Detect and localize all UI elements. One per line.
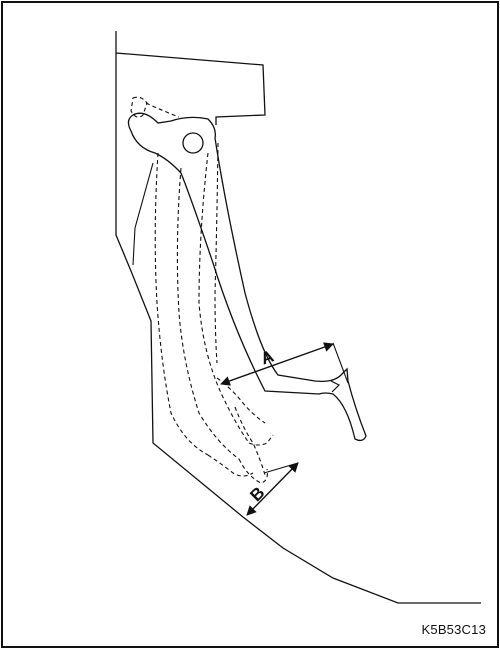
pedal-diagram: A B (115, 31, 481, 604)
dimension-b-extension (263, 462, 299, 474)
bracket-outline (115, 31, 481, 604)
dimension-a-extension (332, 342, 349, 384)
figure-code: K5B53C13 (421, 622, 486, 637)
dimension-b: B (246, 462, 299, 516)
dimension-a-label: A (258, 346, 276, 368)
floor-panel-edge (132, 162, 154, 266)
pivot-hole (182, 132, 204, 154)
dimension-b-label: B (246, 483, 268, 505)
pedal-lever-solid (127, 112, 367, 442)
dimension-a-arrow (220, 342, 334, 386)
dimension-b-arrow (246, 462, 299, 516)
dimension-a: A (220, 342, 349, 386)
